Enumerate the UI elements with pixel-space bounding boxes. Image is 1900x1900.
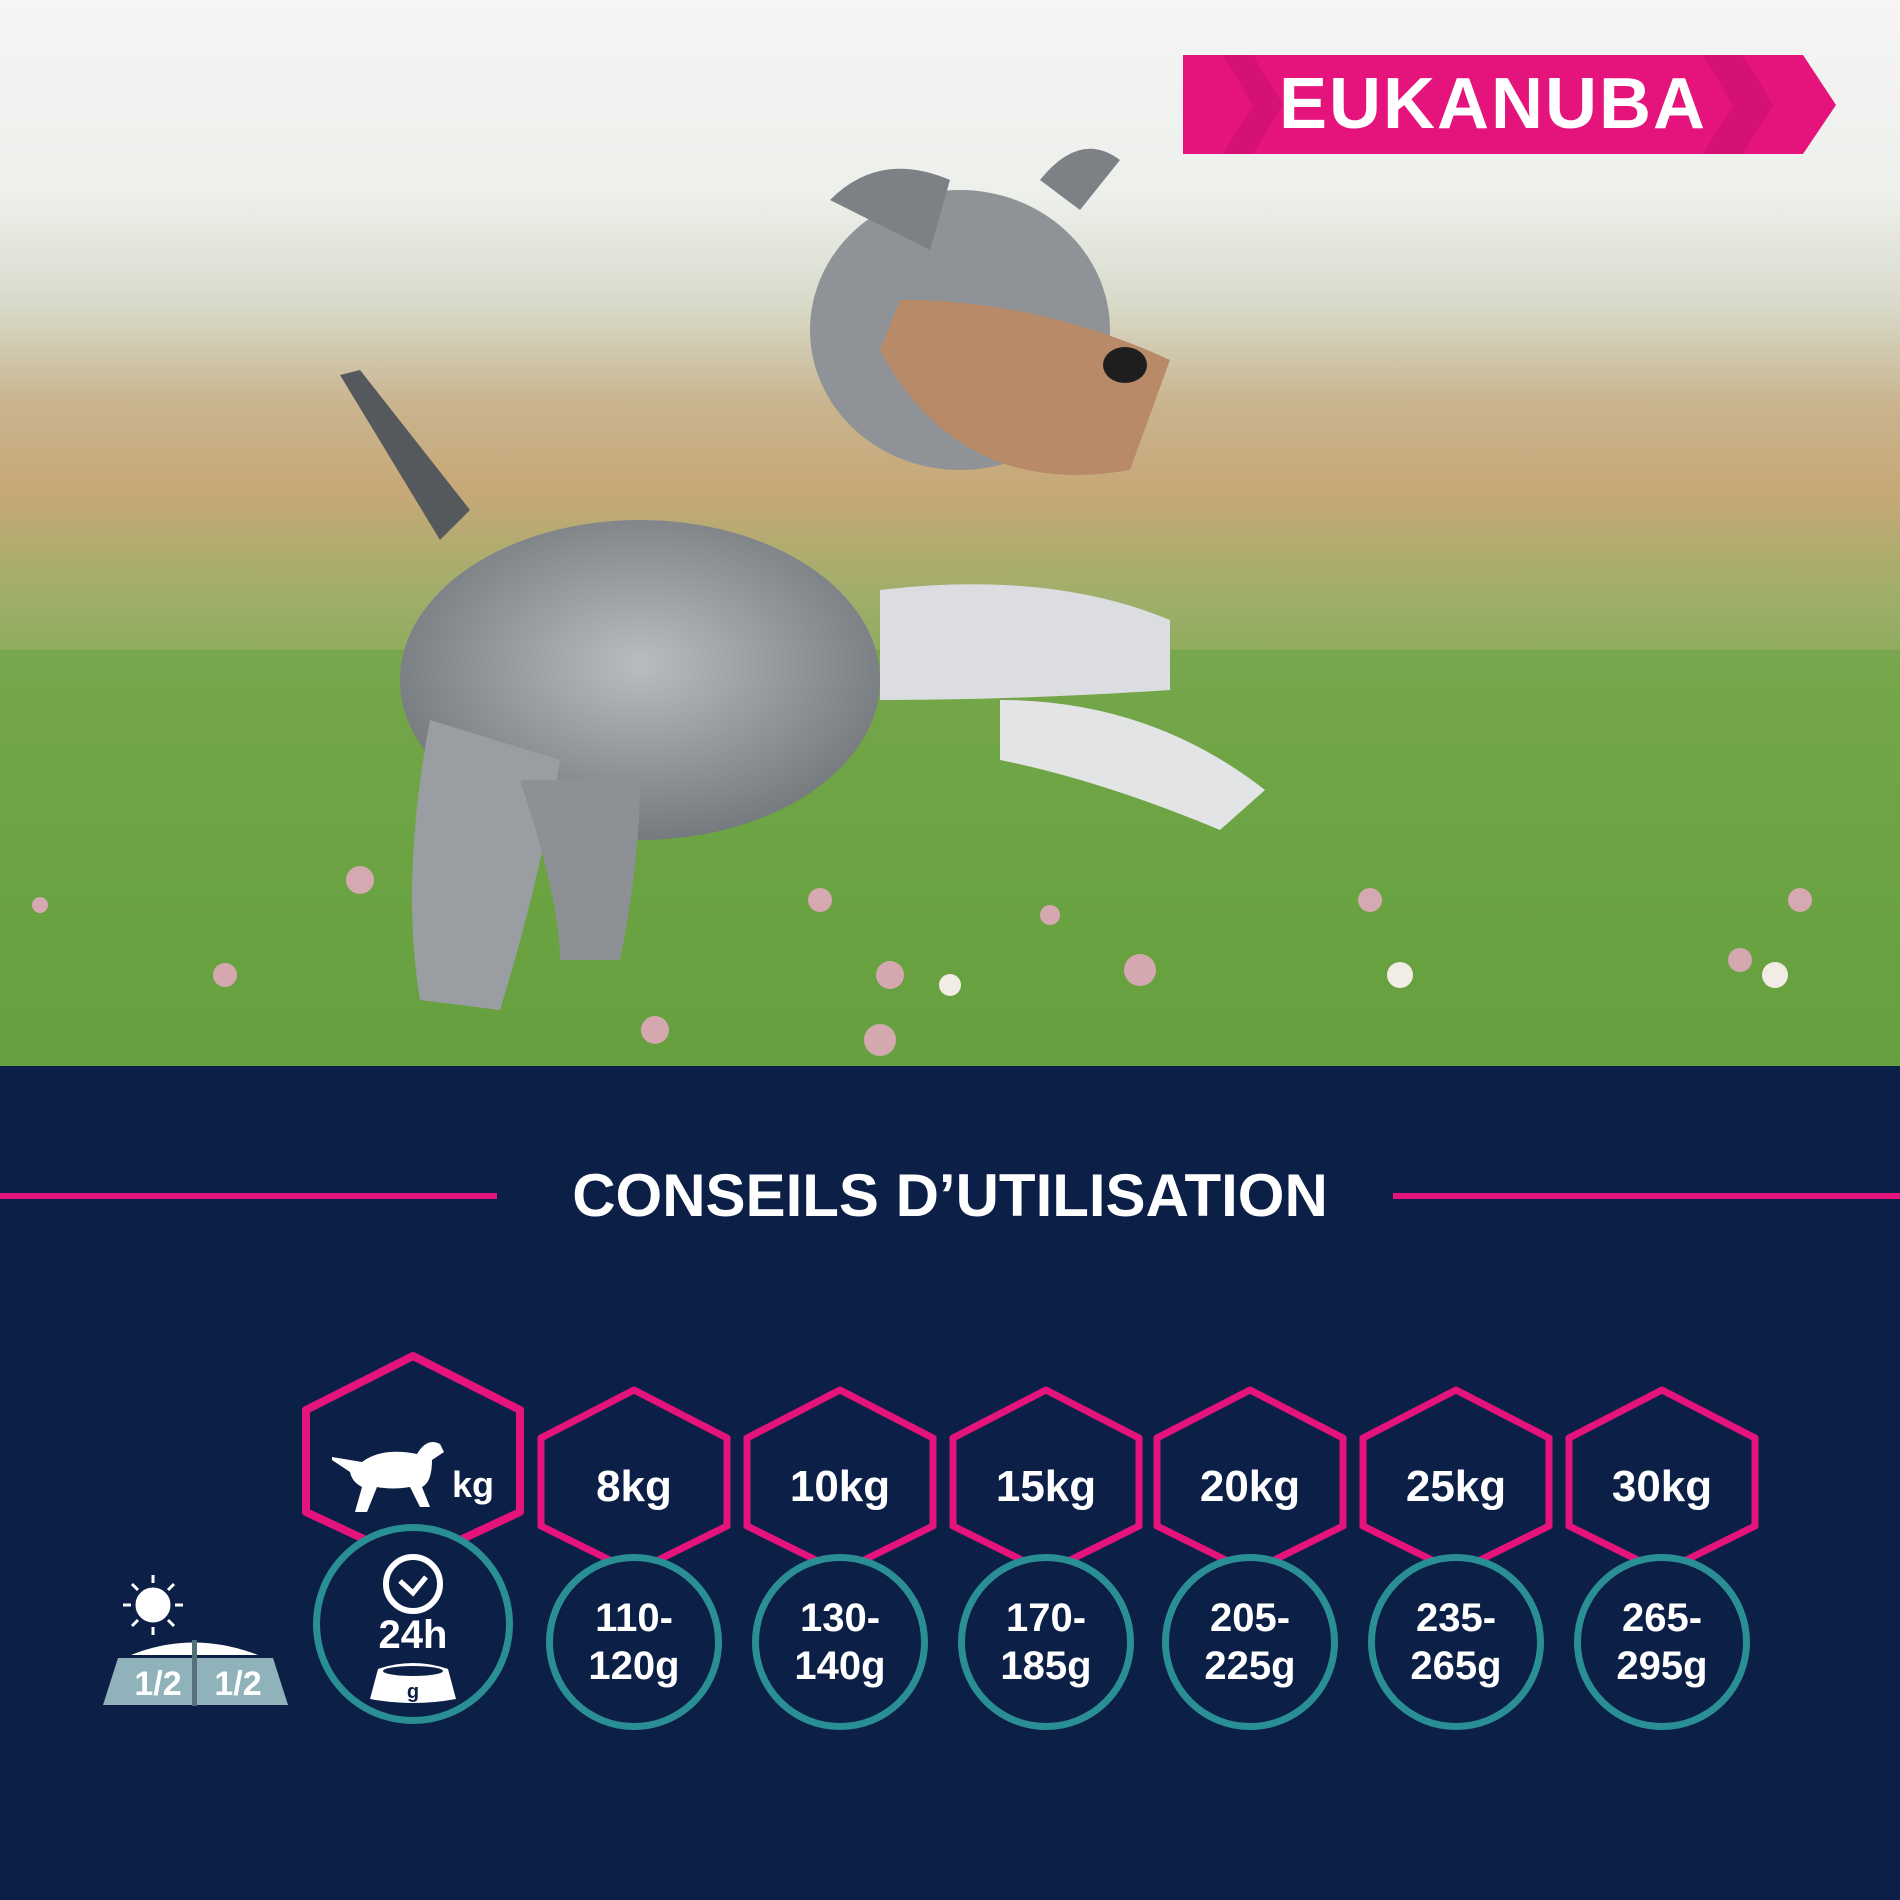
eukanuba-logo: EUKANUBA <box>1183 55 1836 154</box>
daily-amount: 110- 120g <box>553 1594 715 1690</box>
daily-amount-circle: 235- 265g <box>1368 1554 1544 1730</box>
amount-range-start: 130- <box>799 1596 881 1640</box>
weight-label: 15kg <box>995 1462 1097 1511</box>
weight-hex: 30kg <box>1565 1386 1759 1576</box>
bowl-unit-label: g <box>406 1681 420 1703</box>
daily-amount: 265- 295g <box>1581 1594 1743 1690</box>
daily-amount: 235- 265g <box>1375 1594 1537 1690</box>
split-feeding-icon: 1/2 1/2 <box>103 1570 293 1710</box>
weight-label: 20kg <box>1199 1462 1301 1511</box>
weight-hex: 8kg <box>537 1386 731 1576</box>
moon-icon <box>225 1585 253 1629</box>
weight-hex: 10kg <box>743 1386 937 1576</box>
period-label: 24h <box>378 1613 448 1657</box>
sun-icon <box>123 1575 183 1635</box>
running-schnauzer-photo <box>0 148 1900 1066</box>
amount-range-start: 205- <box>1209 1596 1291 1640</box>
amount-range-end: 120g <box>588 1644 680 1688</box>
dog-icon <box>332 1441 444 1512</box>
amount-range-start: 265- <box>1621 1596 1703 1640</box>
weight-label: 30kg <box>1611 1462 1713 1511</box>
day-portion: 1/2 <box>134 1665 182 1703</box>
dog-figure <box>340 148 1265 1010</box>
section-title: CONSEILS D’UTILISATION <box>572 1162 1328 1229</box>
weight-label: 10kg <box>789 1462 891 1511</box>
amount-range-end: 185g <box>1000 1644 1092 1688</box>
amount-range-start: 110- <box>595 1596 673 1640</box>
amount-range-end: 265g <box>1410 1644 1502 1688</box>
daily-amount-circle: 130- 140g <box>752 1554 928 1730</box>
weight-hex: 25kg <box>1359 1386 1553 1576</box>
daily-amount: 170- 185g <box>965 1594 1127 1690</box>
bowl-icon <box>370 1663 456 1703</box>
daily-amount-circle: 205- 225g <box>1162 1554 1338 1730</box>
weight-hex: 20kg <box>1153 1386 1347 1576</box>
weight-label: 8kg <box>596 1462 672 1511</box>
amount-range-end: 140g <box>794 1644 886 1688</box>
title-rule-left <box>0 1193 497 1199</box>
daily-amount-header-circle: 24h g <box>313 1524 513 1724</box>
weight-label: 25kg <box>1405 1462 1507 1511</box>
amount-range-start: 170- <box>1005 1596 1087 1640</box>
daily-amount-circle: 110- 120g <box>546 1554 722 1730</box>
daily-amount-circle: 170- 185g <box>958 1554 1134 1730</box>
clock-icon <box>383 1554 443 1614</box>
weight-hex: 15kg <box>949 1386 1143 1576</box>
daily-amount: 205- 225g <box>1169 1594 1331 1690</box>
daily-amount: 130- 140g <box>759 1594 921 1690</box>
title-rule-right <box>1393 1193 1900 1199</box>
night-portion: 1/2 <box>214 1665 262 1703</box>
kg-label: kg <box>452 1464 495 1505</box>
amount-range-end: 295g <box>1616 1644 1708 1688</box>
daily-amount-circle: 265- 295g <box>1574 1554 1750 1730</box>
hero-photo <box>0 0 1900 1066</box>
amount-range-start: 235- <box>1415 1596 1497 1640</box>
amount-range-end: 225g <box>1204 1644 1296 1688</box>
logo-text: EUKANUBA <box>1279 64 1707 144</box>
